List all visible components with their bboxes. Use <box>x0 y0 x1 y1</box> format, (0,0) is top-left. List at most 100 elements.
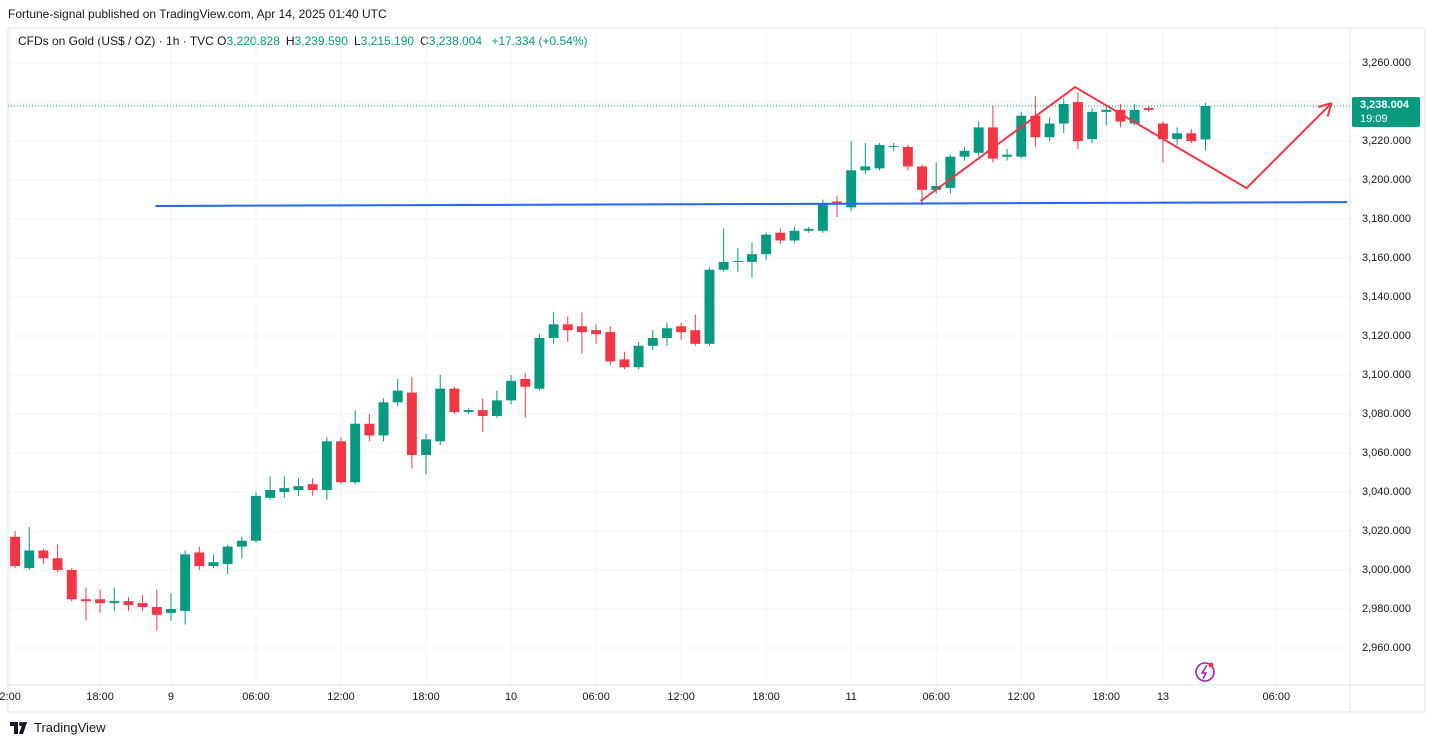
candle-body <box>208 562 219 567</box>
candle-body <box>392 390 403 403</box>
candle-body <box>860 166 871 171</box>
candle-body <box>945 156 956 188</box>
y-tick-label: 2,960.000 <box>1362 642 1411 654</box>
candle-body <box>38 550 49 559</box>
candle-body <box>293 486 304 491</box>
y-tick-label: 3,140.000 <box>1362 291 1411 303</box>
ohlc-key: H <box>285 34 295 48</box>
candle-body <box>846 170 857 208</box>
ohlc-value: 3,220.828 <box>226 34 280 48</box>
candle-body <box>151 607 162 615</box>
symbol-legend: CFDs on Gold (US$ / OZ) · 1h · TVC O3,22… <box>18 34 588 48</box>
x-tick-label: 13 <box>1157 691 1169 703</box>
change: +17.334 (+0.54%) <box>491 34 588 48</box>
arrow-head <box>1317 102 1332 108</box>
candle-body <box>378 402 389 436</box>
x-tick-label: 18:00 <box>86 691 114 703</box>
candle-body <box>1058 104 1069 124</box>
candle-body <box>591 330 602 335</box>
candle-body <box>803 228 814 231</box>
x-tick-label: 12:00 <box>1007 691 1035 703</box>
y-tick-label: 3,080.000 <box>1362 408 1411 420</box>
y-tick-label: 3,120.000 <box>1362 330 1411 342</box>
candle-body <box>421 439 432 455</box>
plot-area <box>8 28 1350 685</box>
candle-body <box>775 232 786 241</box>
candle-body <box>761 234 772 255</box>
y-tick-label: 3,060.000 <box>1362 447 1411 459</box>
y-tick-label: 3,020.000 <box>1362 525 1411 537</box>
candle-body <box>747 254 757 262</box>
candle-body <box>959 150 970 157</box>
ohlc-key: C <box>420 34 429 48</box>
candle-body <box>676 326 687 333</box>
x-tick-label: 12:00 <box>667 691 695 703</box>
y-tick-label: 3,100.000 <box>1362 369 1411 381</box>
candle-body <box>534 337 545 389</box>
candle-body <box>548 324 559 338</box>
arrow-head <box>1326 102 1333 117</box>
candle-body <box>1157 123 1168 140</box>
candle-body <box>10 536 21 567</box>
candle-body <box>123 601 134 606</box>
candle-body <box>1002 154 1013 157</box>
candle-body <box>1129 109 1140 124</box>
candle-body <box>576 326 587 333</box>
candle-body <box>832 201 842 204</box>
candle-body <box>307 484 318 491</box>
ohlc-value: 3,215.190 <box>360 34 415 48</box>
candle-body <box>66 569 77 600</box>
ohlc-value: 3,238.004 <box>428 34 483 48</box>
candle-body <box>1016 115 1027 157</box>
candle-body <box>265 490 276 498</box>
candle-body <box>605 332 616 362</box>
candle-body <box>562 324 573 331</box>
y-tick-label: 3,000.000 <box>1362 564 1411 576</box>
candle-body <box>506 380 517 401</box>
candle-body <box>95 599 106 604</box>
candle-body <box>350 423 361 483</box>
support-line <box>155 201 1348 207</box>
y-tick-label: 3,200.000 <box>1362 174 1411 186</box>
candle-body <box>1087 111 1098 140</box>
y-tick-label: 3,180.000 <box>1362 213 1411 225</box>
x-tick-label: 11 <box>845 691 856 703</box>
logo <box>10 721 27 734</box>
candle-body <box>406 392 417 455</box>
candle-body <box>633 345 644 368</box>
candle-body <box>80 599 91 602</box>
footer: TradingView <box>10 720 106 735</box>
candle-body <box>732 260 743 262</box>
brand: TradingView <box>34 720 106 735</box>
candle-body <box>236 540 247 547</box>
x-tick-label: 10 <box>505 691 517 703</box>
x-tick-label: 2:00 <box>0 691 21 703</box>
y-tick-label: 3,220.000 <box>1362 135 1411 147</box>
price-tag-label: 3,238.004 <box>1360 99 1410 111</box>
candle-body <box>973 127 984 153</box>
candle-body <box>888 145 899 147</box>
ohlc-key: O <box>217 34 227 48</box>
candle-body <box>902 146 913 167</box>
candle-body <box>194 552 205 567</box>
x-tick-label: 12:00 <box>327 691 355 703</box>
x-tick-label: 18:00 <box>752 691 780 703</box>
candle-body <box>619 359 630 368</box>
candle-body <box>449 388 460 413</box>
candle-body <box>987 127 998 159</box>
candle-body <box>1044 123 1055 138</box>
candle-body <box>222 546 233 565</box>
candle-body <box>917 166 927 190</box>
projection-path <box>920 85 1333 202</box>
candle-body <box>52 558 63 570</box>
candle-body <box>1101 109 1112 112</box>
countdown: 19:09 <box>1360 113 1388 125</box>
candle-body <box>1186 133 1197 142</box>
candle-body <box>364 423 375 436</box>
candle-body <box>690 330 701 344</box>
alert-icon[interactable] <box>1195 662 1215 682</box>
candle-body <box>1200 105 1211 140</box>
price-tag <box>1352 96 1420 127</box>
